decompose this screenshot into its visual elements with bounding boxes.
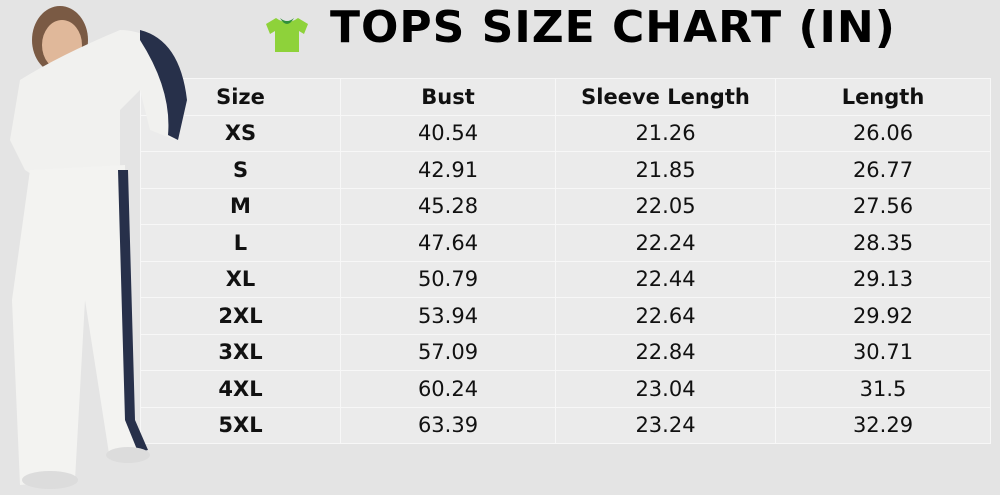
header-row: Size Bust Sleeve Length Length (140, 78, 991, 116)
table-cell: 28.35 (775, 224, 991, 262)
table-cell: 53.94 (340, 297, 556, 335)
table-cell: 32.29 (775, 406, 991, 444)
table-row: S 42.91 21.85 26.77 (140, 151, 991, 189)
table-cell: 30.71 (775, 333, 991, 371)
model-photo (10, 6, 187, 489)
table-cell: 23.24 (555, 406, 776, 444)
table-cell: 26.06 (775, 114, 991, 152)
column-header: Sleeve Length (555, 78, 776, 116)
table-cell: 47.64 (340, 224, 556, 262)
column-header: Bust (340, 78, 556, 116)
table-row: XS 40.54 21.26 26.06 (140, 114, 991, 152)
table-cell: 22.24 (555, 224, 776, 262)
table-cell: 27.56 (775, 187, 991, 225)
table-cell: 29.13 (775, 260, 991, 298)
size-cell: L (140, 224, 341, 262)
size-cell: 4XL (140, 370, 341, 408)
table-cell: 29.92 (775, 297, 991, 335)
table-cell: 45.28 (340, 187, 556, 225)
tshirt-icon (266, 18, 308, 52)
size-cell: XL (140, 260, 341, 298)
table-row: L 47.64 22.24 28.35 (140, 224, 991, 262)
table-row: 3XL 57.09 22.84 30.71 (140, 333, 991, 371)
table-cell: 40.54 (340, 114, 556, 152)
size-cell: 2XL (140, 297, 341, 335)
table-cell: 60.24 (340, 370, 556, 408)
table-cell: 22.05 (555, 187, 776, 225)
table-cell: 23.04 (555, 370, 776, 408)
table-row: 4XL 60.24 23.04 31.5 (140, 370, 991, 408)
table-row: M 45.28 22.05 27.56 (140, 187, 991, 225)
table-row: 5XL 63.39 23.24 32.29 (140, 406, 991, 444)
table-cell: 22.84 (555, 333, 776, 371)
table-cell: 63.39 (340, 406, 556, 444)
table-cell: 31.5 (775, 370, 991, 408)
table-row: XL 50.79 22.44 29.13 (140, 260, 991, 298)
table-cell: 50.79 (340, 260, 556, 298)
table-row: 2XL 53.94 22.64 29.92 (140, 297, 991, 335)
table-cell: 21.26 (555, 114, 776, 152)
title: TOPS SIZE CHART (IN) (330, 2, 896, 53)
size-table: Size Bust Sleeve Length Length XS 40.54 21.26… (140, 78, 991, 444)
table-cell: 42.91 (340, 151, 556, 189)
table-cell: 26.77 (775, 151, 991, 189)
size-cell: 3XL (140, 333, 341, 371)
table-cell: 22.64 (555, 297, 776, 335)
table-cell: 57.09 (340, 333, 556, 371)
size-cell: 5XL (140, 406, 341, 444)
column-header: Length (775, 78, 991, 116)
table-cell: 22.44 (555, 260, 776, 298)
table-cell: 21.85 (555, 151, 776, 189)
